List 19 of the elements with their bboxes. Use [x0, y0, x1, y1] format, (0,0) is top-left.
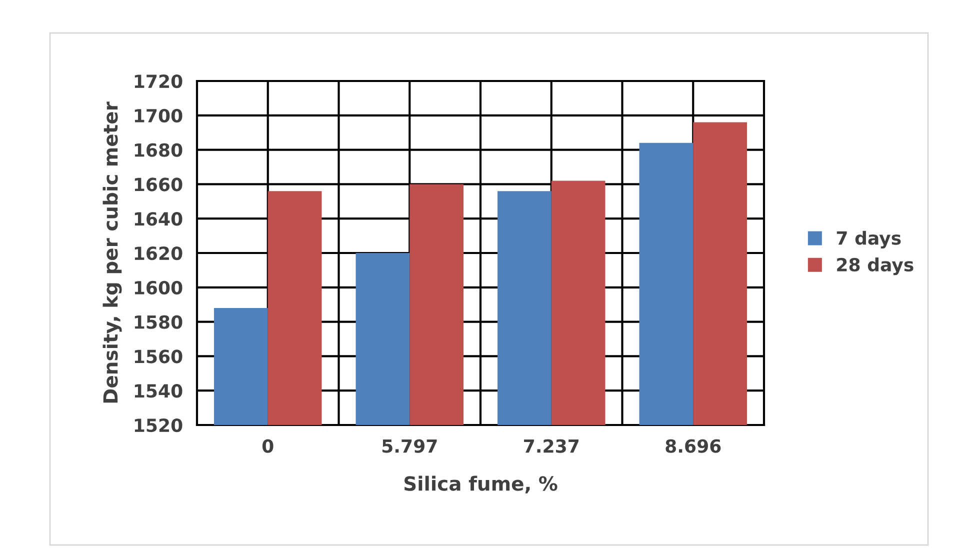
y-tick-label: 1660	[134, 178, 182, 192]
y-tick-label: 1620	[134, 246, 182, 260]
y-tick-label: 1680	[134, 143, 182, 157]
x-tick-label: 7.237	[524, 439, 578, 453]
y-tick-label: 1640	[134, 212, 182, 226]
y-tick-label: 1580	[134, 315, 182, 329]
y-tick-label: 1600	[134, 280, 182, 295]
y-tick-label: 1520	[134, 418, 182, 432]
y-tick-label: 1540	[134, 384, 182, 398]
x-tick-label: 5.797	[382, 439, 437, 453]
y-tick-label: 1720	[134, 74, 182, 88]
y-tick-label: 1700	[134, 108, 182, 123]
legend-label: 7 days	[836, 230, 901, 248]
x-tick-label: 0	[262, 439, 274, 453]
x-tick-label: 8.696	[666, 439, 721, 453]
y-axis-title: Density, kg per cubic meter	[102, 102, 122, 403]
legend-label: 28 days	[837, 258, 914, 276]
x-axis-title: Silica fume, %	[404, 476, 558, 494]
y-tick-label: 1560	[134, 350, 182, 364]
